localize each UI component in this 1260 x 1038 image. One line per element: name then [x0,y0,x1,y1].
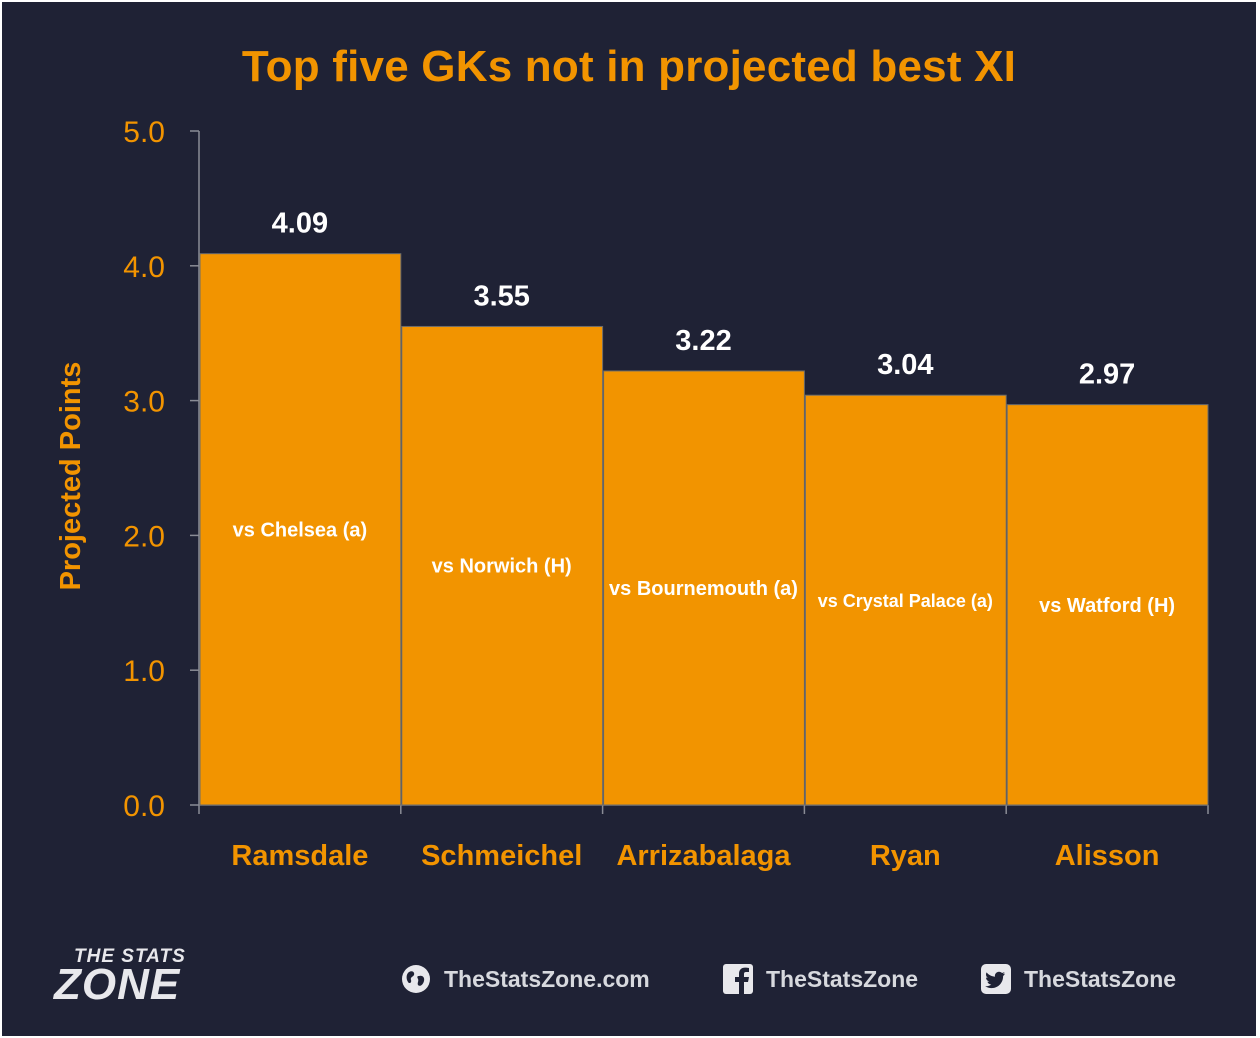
logo-text-top: THE STATS [74,946,186,967]
y-tick-label: 2.0 [123,520,165,553]
value-label: 3.55 [473,280,529,312]
bar-arrizabalaga [603,370,805,806]
fixture-label: vs Chelsea (a) [233,519,368,541]
y-tick-label: 4.0 [123,251,165,284]
bar-chart: 0.0 1.0 2.0 3.0 4.0 5.0 Projected Points 4.09 v… [55,116,1209,872]
fixture-label: vs Bournemouth (a) [609,578,798,600]
value-label: 3.22 [675,325,731,357]
bar-ryan [804,394,1007,806]
x-category-label: Schmeichel [421,840,582,872]
bar-ramsdale [199,253,402,806]
globe-icon [402,965,430,993]
value-label: 2.97 [1079,359,1135,391]
bar-alisson [1006,404,1209,806]
bars [199,253,1209,806]
fixture-label: vs Norwich (H) [432,556,572,578]
twitter-icon [981,964,1011,994]
chart-title: Top five GKs not in projected best XI [241,42,1017,91]
y-tick-label: 3.0 [123,386,165,419]
website-text: TheStatsZone.com [444,965,650,992]
x-category-label: Arrizabalaga [616,840,791,872]
x-category-label: Alisson [1055,840,1160,872]
y-tick-label: 5.0 [123,116,165,149]
value-label: 4.09 [272,208,328,240]
twitter-link[interactable]: TheStatsZone [980,962,1176,996]
x-category-label: Ramsdale [231,840,368,872]
twitter-text: TheStatsZone [1024,965,1177,992]
fixture-label: vs Watford (H) [1039,595,1175,617]
facebook-link[interactable]: TheStatsZone [722,962,918,996]
logo-text-bottom: ZONE [54,960,181,1009]
website-link[interactable]: TheStatsZone.com [400,962,650,996]
facebook-icon [723,964,753,995]
fixture-label: vs Crystal Palace (a) [818,591,993,611]
y-tick-label: 1.0 [123,655,165,688]
x-category-label: Ryan [870,840,941,872]
facebook-text: TheStatsZone [766,965,919,992]
value-label: 3.04 [877,349,933,381]
stats-zone-logo: THE STATS ZONE [54,946,269,1009]
y-tick-label: 0.0 [123,790,165,823]
y-axis-title: Projected Points [55,362,87,591]
labels: 4.09 vs Chelsea (a) Ramsdale 3.55 vs Norwich… [231,208,1175,872]
bar-schmeichel [401,325,604,806]
